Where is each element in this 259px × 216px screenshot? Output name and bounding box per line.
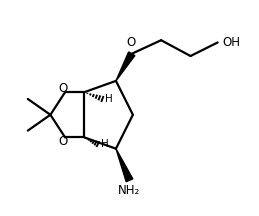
Text: H: H <box>100 139 108 149</box>
Text: O: O <box>59 135 68 148</box>
Text: NH₂: NH₂ <box>118 184 141 197</box>
Polygon shape <box>116 52 135 81</box>
Text: OH: OH <box>222 36 240 49</box>
Text: H: H <box>105 94 113 104</box>
Polygon shape <box>116 149 133 182</box>
Text: O: O <box>126 36 135 49</box>
Text: O: O <box>59 82 68 95</box>
